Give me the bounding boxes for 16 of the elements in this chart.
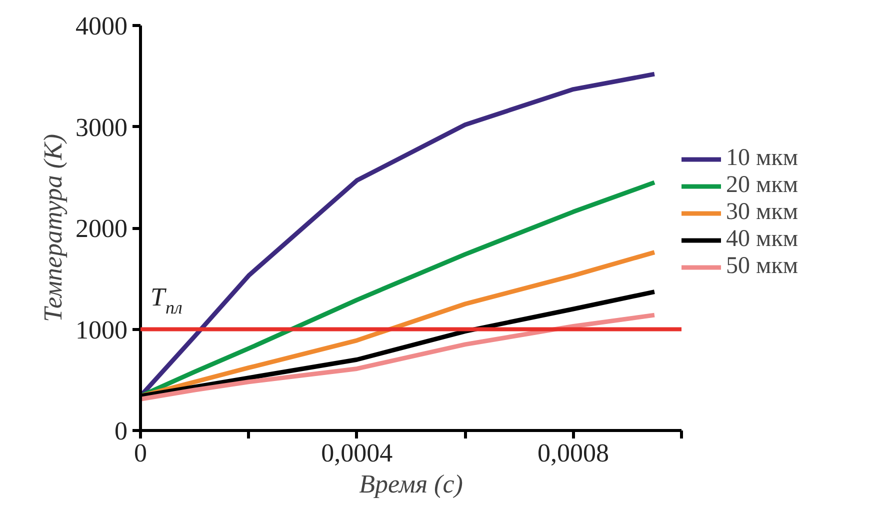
y-axis-title: Температура (К) bbox=[38, 134, 68, 322]
y-tick-label: 3000 bbox=[76, 112, 128, 142]
x-tick-label: 0 bbox=[134, 438, 147, 468]
y-tick-label: 0 bbox=[114, 416, 128, 446]
x-axis-title: Время (с) bbox=[359, 470, 463, 498]
y-tick-label: 1000 bbox=[76, 315, 128, 344]
legend-label: 10 мкм bbox=[726, 145, 800, 172]
x-tick-label: 0,0004 bbox=[321, 438, 393, 468]
y-tick-label: 4000 bbox=[76, 12, 128, 40]
legend-label: 30 мкм bbox=[726, 199, 800, 226]
legend-label: 20 мкм bbox=[726, 172, 800, 199]
legend-label: 50 мкм bbox=[726, 253, 800, 280]
legend-label: 40 мкм bbox=[726, 226, 800, 253]
x-tick-label: 0,0008 bbox=[538, 438, 610, 468]
y-tick-label: 2000 bbox=[76, 214, 128, 243]
line-series bbox=[140, 312, 657, 402]
